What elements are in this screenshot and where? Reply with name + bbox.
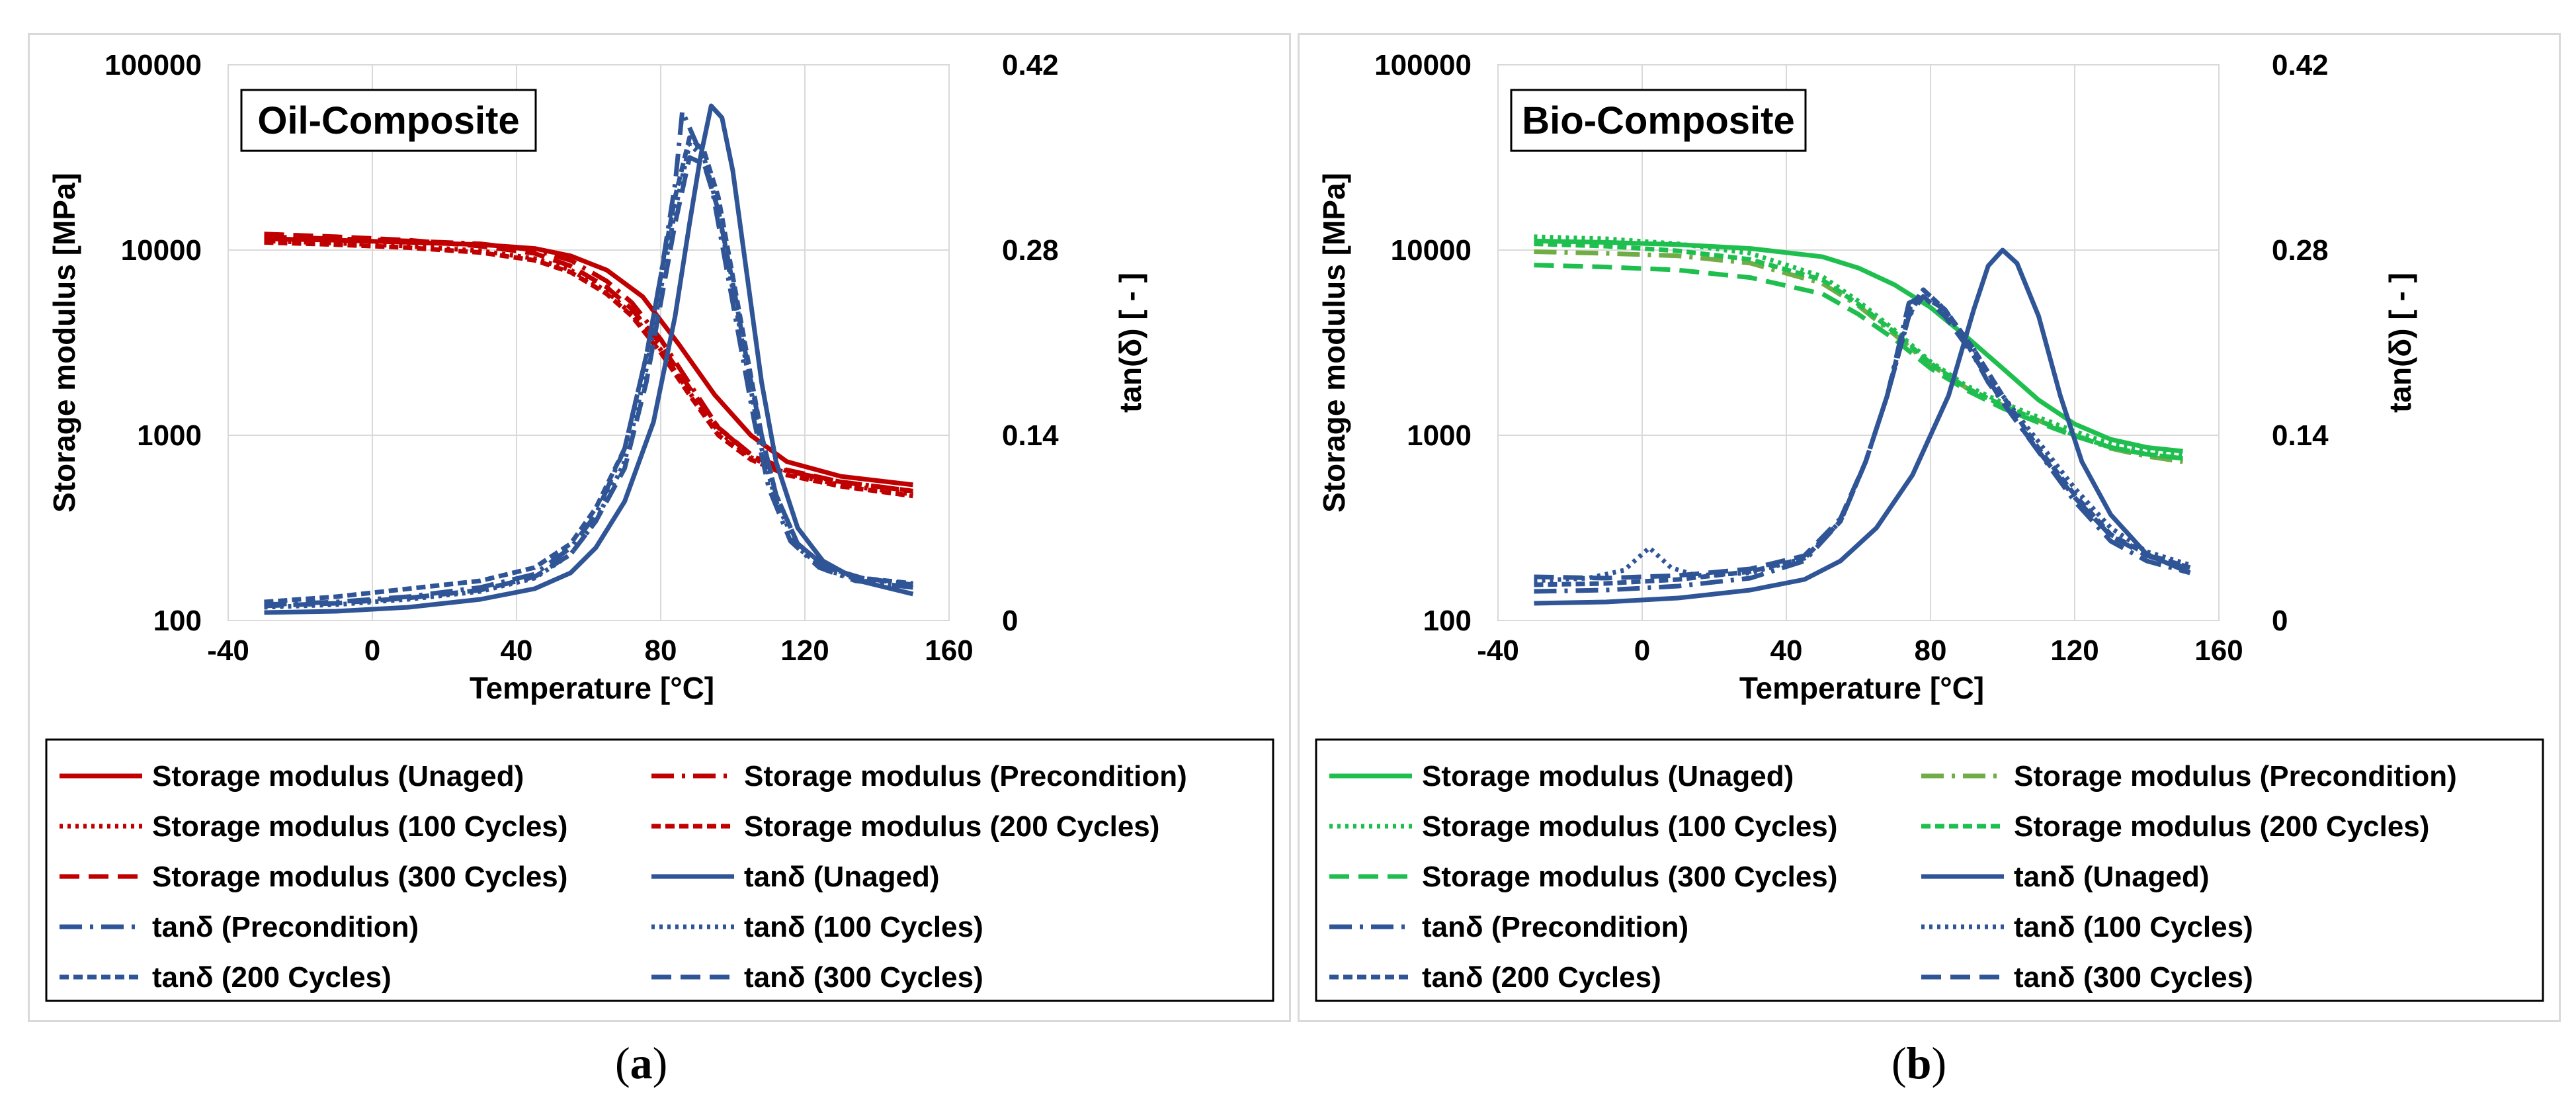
series-line-tan-300-cycles	[1534, 294, 2191, 581]
legend-label-tan-200-cycles: tanδ (200 Cycles)	[1422, 961, 1661, 994]
series-line-storage-modulus-100-cycles	[1534, 234, 2183, 458]
y2-tick-label: 0.14	[1002, 419, 1059, 452]
x-tick-label: 40	[501, 634, 533, 667]
legend-label-tan-300-cycles: tanδ (300 Cycles)	[744, 961, 983, 994]
y-tick-label: 1000	[1407, 419, 1472, 452]
x-tick-label: -40	[207, 634, 249, 667]
x-tick-label: -40	[1477, 634, 1519, 667]
chart-title: Bio-Composite	[1522, 99, 1794, 142]
y2-tick-label: 0	[1002, 605, 1018, 637]
legend-label-tan-precondition: tanδ (Precondition)	[152, 911, 419, 943]
x-tick-label: 80	[1915, 634, 1947, 667]
caption-b: (b)	[1891, 1038, 1947, 1088]
legend-label-storage-modulus-300-cycles: Storage modulus (300 Cycles)	[152, 861, 567, 893]
caption-a: (a)	[615, 1038, 668, 1088]
legend-label-tan-precondition: tanδ (Precondition)	[1422, 911, 1688, 943]
y2-tick-label: 0.42	[1002, 49, 1059, 81]
bio-composite-chart: -40 0 40 80 120 160 100 1000 10000 100000 0 0.14 0.2…	[1315, 49, 2544, 1002]
x-tick-label: 80	[645, 634, 677, 667]
chart-title: Oil-Composite	[257, 99, 519, 142]
series-lines	[264, 103, 914, 615]
y2-tick-label: 0.28	[1002, 234, 1059, 267]
y-tick-label: 10000	[1391, 234, 1472, 267]
x-axis-label: Temperature [°C]	[470, 671, 714, 705]
legend-box	[1315, 738, 2544, 1002]
legend-label-storage-modulus-precondition: Storage modulus (Precondition)	[744, 760, 1187, 792]
y2-axis-label: tan(δ) [ - ]	[2383, 273, 2417, 413]
y-tick-label: 100	[153, 605, 202, 637]
legend-label-tan-100-cycles: tanδ (100 Cycles)	[2014, 911, 2253, 943]
series-line-storage-modulus-200-cycles	[1534, 241, 2183, 461]
legend-label-tan-unaged: tanδ (Unaged)	[744, 861, 940, 893]
legend-label-storage-modulus-200-cycles: Storage modulus (200 Cycles)	[2014, 810, 2429, 843]
series-line-storage-modulus-precondition	[1534, 249, 2184, 464]
oil-composite-chart: -40 0 40 80 120 160 100 1000 10000 100000 0 0.14 0.2…	[45, 49, 1274, 1002]
x-tick-label: 160	[2194, 634, 2243, 667]
x-tick-label: 120	[780, 634, 829, 667]
series-line-storage-modulus-300-cycles	[1534, 263, 2183, 461]
x-tick-label: 40	[1770, 634, 1803, 667]
legend-label-tan-100-cycles: tanδ (100 Cycles)	[744, 911, 983, 943]
y-tick-label: 100	[1423, 605, 1472, 637]
y-tick-label: 10000	[121, 234, 202, 267]
y2-tick-label: 0	[2272, 605, 2288, 637]
y-axis-label: Storage modulus [MPa]	[1317, 173, 1351, 513]
series-line-tan-unaged	[264, 103, 914, 615]
legend-label-storage-modulus-200-cycles: Storage modulus (200 Cycles)	[744, 810, 1159, 843]
legend-label-storage-modulus-precondition: Storage modulus (Precondition)	[2014, 760, 2457, 792]
x-tick-label: 160	[925, 634, 973, 667]
y2-tick-label: 0.14	[2272, 419, 2329, 452]
y-tick-label: 1000	[137, 419, 202, 452]
series-line-tan-300-cycles	[264, 155, 913, 609]
y2-tick-label: 0.28	[2272, 234, 2329, 267]
y2-axis-label: tan(δ) [ - ]	[1113, 273, 1147, 413]
series-line-tan-unaged	[1534, 247, 2191, 606]
chart-panel-bio-composite: -40 0 40 80 120 160 100 1000 10000 100000 0 0.14 0.2…	[1298, 33, 2561, 1022]
y-tick-label: 100000	[1374, 49, 1472, 81]
x-tick-label: 0	[364, 634, 380, 667]
legend-label-storage-modulus-100-cycles: Storage modulus (100 Cycles)	[152, 810, 567, 843]
legend-label-storage-modulus-unaged: Storage modulus (Unaged)	[152, 760, 524, 792]
legend-label-tan-unaged: tanδ (Unaged)	[2014, 861, 2210, 893]
legend-label-storage-modulus-300-cycles: Storage modulus (300 Cycles)	[1422, 861, 1837, 893]
x-tick-label: 0	[1634, 634, 1650, 667]
legend-label-storage-modulus-unaged: Storage modulus (Unaged)	[1422, 760, 1794, 792]
x-axis-label: Temperature [°C]	[1739, 671, 1984, 705]
legend-box	[45, 738, 1274, 1002]
series-line-storage-modulus-200-cycles	[264, 239, 913, 499]
series-lines	[1534, 234, 2191, 606]
x-tick-label: 120	[2050, 634, 2098, 667]
chart-panel-oil-composite: -40 0 40 80 120 160 100 1000 10000 100000 0 0.14 0.2…	[28, 33, 1291, 1022]
chart-title-box	[1510, 89, 1807, 152]
legend-label-storage-modulus-100-cycles: Storage modulus (100 Cycles)	[1422, 810, 1837, 843]
y2-tick-label: 0.42	[2272, 49, 2329, 81]
chart-title-box	[240, 89, 537, 152]
legend-label-tan-200-cycles: tanδ (200 Cycles)	[152, 961, 392, 994]
y-tick-label: 100000	[104, 49, 202, 81]
legend-label-tan-300-cycles: tanδ (300 Cycles)	[2014, 961, 2253, 994]
y-axis-label: Storage modulus [MPa]	[47, 173, 81, 513]
